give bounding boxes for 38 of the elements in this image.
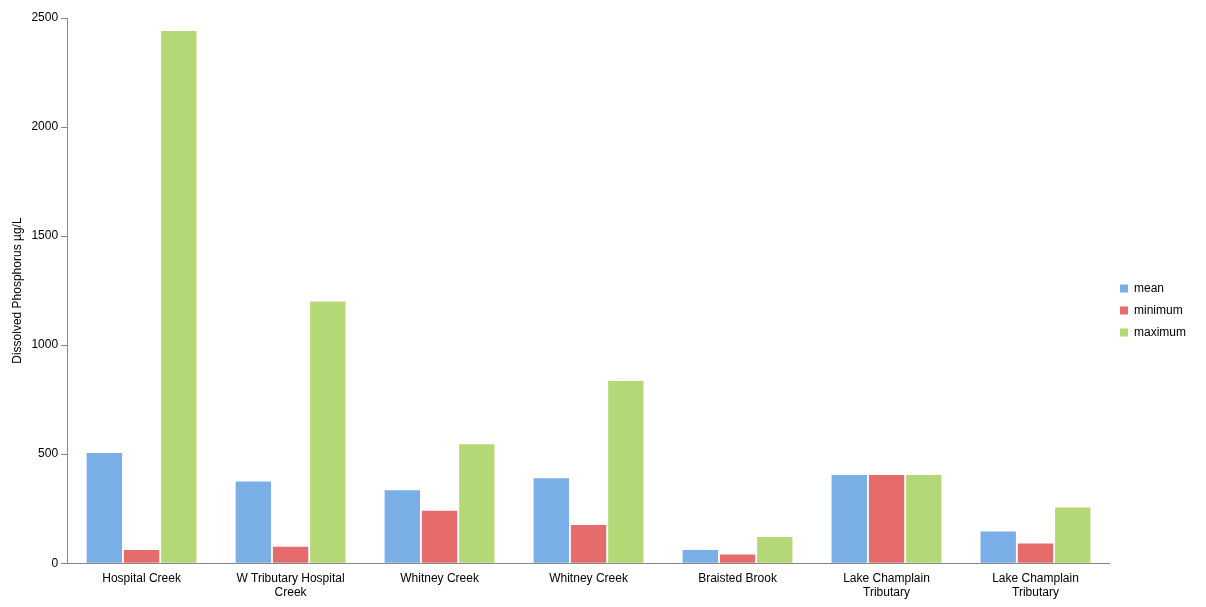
bar	[86, 453, 123, 563]
bar	[384, 490, 421, 563]
bar	[533, 478, 569, 563]
x-tick-label: Lake Champlain Tributary	[992, 570, 1079, 600]
bar	[1055, 507, 1091, 563]
bar	[421, 510, 458, 563]
y-tick-label: 1500	[31, 228, 59, 243]
legend-label: mean	[1134, 280, 1165, 295]
x-tick-label: Whitney Creek	[400, 570, 480, 585]
bar	[608, 381, 644, 563]
bar	[719, 554, 756, 563]
bar	[831, 474, 867, 563]
bar	[123, 550, 160, 563]
legend-label: maximum	[1134, 324, 1187, 339]
x-tick-label: W Tributary Hospital Creek	[236, 570, 345, 600]
bar	[1017, 543, 1054, 563]
y-tick-label: 0	[51, 555, 59, 570]
y-tick-label: 2000	[31, 119, 59, 134]
bar	[570, 525, 607, 563]
y-tick-label: 500	[38, 446, 59, 461]
bar	[757, 537, 793, 563]
bar	[906, 474, 942, 563]
bar	[459, 444, 495, 563]
bar	[868, 474, 905, 563]
legend-label: minimum	[1134, 302, 1183, 317]
x-tick-label: Hospital Creek	[102, 570, 182, 585]
x-tick-label: Whitney Creek	[549, 570, 629, 585]
x-tick-label: Braisted Brook	[698, 570, 778, 585]
y-tick-label: 2500	[31, 10, 59, 25]
y-tick-label: 1000	[31, 337, 59, 352]
y-axis-title: Dissolved Phosphorus µg/L	[9, 217, 24, 364]
bar	[310, 301, 346, 563]
bar	[161, 31, 197, 563]
bar	[272, 546, 309, 563]
bar	[235, 481, 272, 563]
bar	[980, 531, 1016, 563]
x-tick-label: Lake Champlain Tributary	[843, 570, 930, 600]
bar	[682, 550, 718, 563]
